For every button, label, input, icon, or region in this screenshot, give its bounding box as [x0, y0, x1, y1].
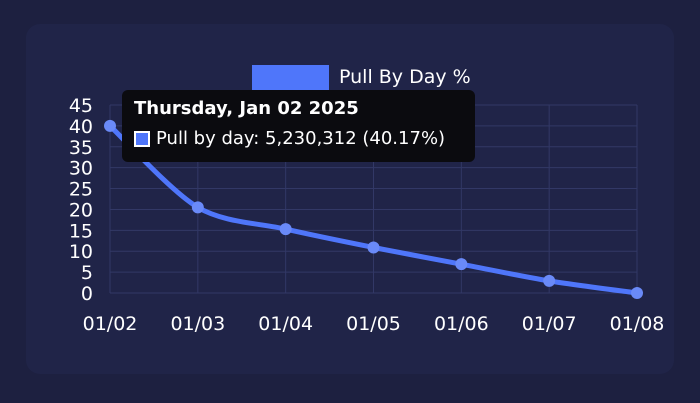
chart-card — [26, 24, 674, 374]
data-point[interactable] — [631, 287, 643, 299]
y-tick-label: 10 — [69, 241, 93, 263]
data-point[interactable] — [191, 201, 204, 214]
x-axis-ticks: 01/02 01/03 01/04 01/05 01/06 01/07 01/08 — [83, 313, 665, 335]
x-tick-label: 01/03 — [170, 313, 225, 335]
data-point[interactable] — [279, 223, 292, 236]
tooltip-title: Thursday, Jan 02 2025 — [134, 98, 359, 119]
x-tick-label: 01/02 — [83, 313, 138, 335]
tooltip-text: Pull by day: 5,230,312 (40.17%) — [156, 128, 446, 149]
y-tick-label: 5 — [81, 262, 93, 284]
legend[interactable]: Pull By Day % — [252, 63, 471, 91]
y-tick-label: 15 — [69, 220, 93, 242]
x-tick-label: 01/06 — [434, 313, 489, 335]
data-point[interactable] — [543, 274, 556, 287]
x-tick-label: 01/08 — [610, 313, 665, 335]
y-tick-label: 35 — [69, 137, 93, 159]
y-tick-label: 25 — [69, 179, 93, 201]
tooltip-swatch — [134, 130, 150, 147]
data-point[interactable] — [104, 119, 116, 132]
data-points[interactable] — [104, 119, 643, 299]
x-tick-label: 01/07 — [522, 313, 577, 335]
data-point[interactable] — [455, 258, 468, 271]
x-tick-label: 01/05 — [346, 313, 401, 335]
y-tick-label: 20 — [69, 199, 93, 221]
legend-label: Pull By Day % — [339, 66, 471, 88]
y-tick-label: 45 — [69, 95, 93, 117]
x-tick-label: 01/04 — [258, 313, 313, 335]
tooltip-row: Pull by day: 5,230,312 (40.17%) — [134, 128, 463, 149]
y-tick-label: 40 — [69, 116, 93, 138]
tooltip: Thursday, Jan 02 2025 Pull by day: 5,230… — [122, 90, 475, 162]
y-tick-label: 30 — [69, 158, 93, 180]
y-tick-label: 0 — [81, 283, 93, 305]
legend-swatch — [252, 64, 329, 90]
data-point[interactable] — [367, 241, 380, 254]
